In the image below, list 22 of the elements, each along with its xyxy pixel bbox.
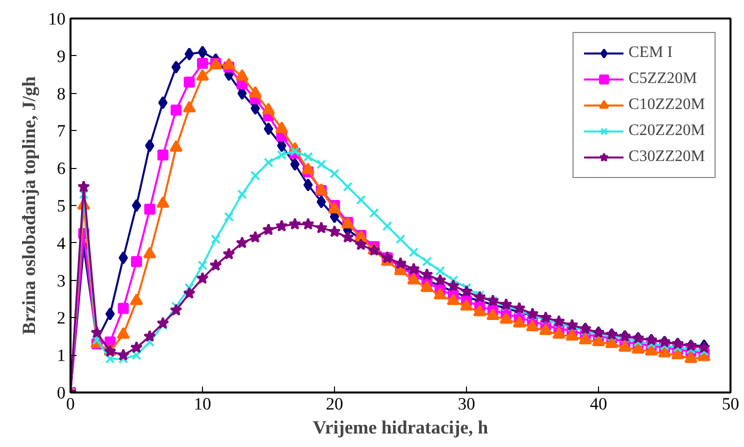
y-tick-label: 7 [56,122,66,141]
x-tick-label: 30 [458,394,476,414]
legend-label: C30ZZ20M [628,148,705,166]
legend-label: CEM I [628,44,673,62]
y-tick-label: 8 [56,84,66,104]
x-tick-label: 40 [590,394,608,414]
y-tick-label: 2 [56,308,66,328]
x-tick-label: 10 [194,394,212,414]
y-tick-label: 4 [56,234,66,253]
y-tick-label: 10 [48,10,66,28]
legend-label: C20ZZ20M [628,122,705,140]
x-axis-title: Vrijeme hidratacije, h [312,418,489,438]
y-tick-label: 5 [56,196,66,216]
x-tick-label: 50 [722,394,740,414]
y-tick-label: 9 [56,46,66,66]
y-tick-label: 6 [56,159,66,178]
y-axis-title: Brzina oslobađanja topline, J/gh [19,76,40,335]
x-tick-label: 20 [326,394,344,414]
legend-label: C10ZZ20M [628,96,705,114]
legend-label: C5ZZ20M [628,70,697,88]
y-tick-label: 1 [56,346,66,366]
y-tick-label: 3 [56,271,66,290]
